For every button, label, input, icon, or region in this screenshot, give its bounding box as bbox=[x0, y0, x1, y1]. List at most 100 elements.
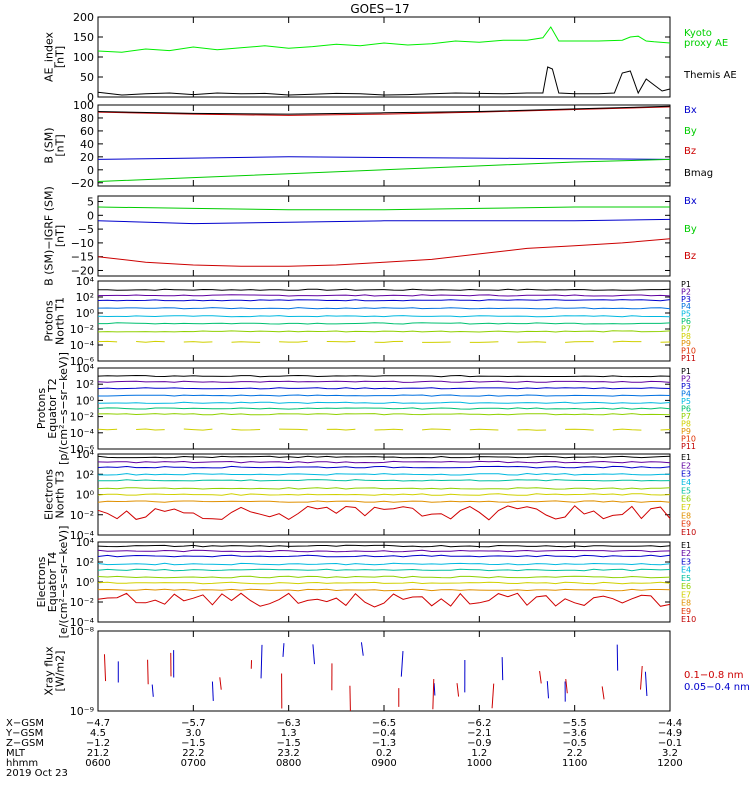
ephemeris-value: 3.2 bbox=[662, 748, 678, 759]
y-tick-label: 40 bbox=[80, 138, 94, 151]
legend-entry: E6 bbox=[681, 495, 691, 504]
legend-entry: P6 bbox=[681, 317, 691, 326]
series-bdiff-0 bbox=[97, 206, 670, 211]
series-p_n-6 bbox=[97, 330, 671, 333]
legend: 0.1−0.8 nm0.05−0.4 nm bbox=[684, 670, 750, 693]
legend-entry: E9 bbox=[681, 520, 691, 529]
legend-entry: P5 bbox=[681, 310, 691, 319]
y-tick-label: 60 bbox=[80, 125, 94, 138]
series-p_e-4 bbox=[97, 401, 671, 404]
y-tick-label: 150 bbox=[73, 31, 94, 44]
series-p_e-1 bbox=[97, 380, 671, 383]
legend-entry: E9 bbox=[681, 607, 691, 616]
legend-entry: E2 bbox=[681, 549, 691, 558]
series-line bbox=[97, 407, 671, 410]
series-ae-1 bbox=[97, 66, 671, 96]
ephemeris-value: 2.2 bbox=[567, 748, 583, 759]
series-bsm-1 bbox=[97, 158, 671, 182]
legend-entry: E5 bbox=[681, 574, 691, 583]
legend-entry: P6 bbox=[681, 405, 691, 414]
series-line bbox=[98, 322, 671, 325]
series-e_n-1 bbox=[97, 460, 671, 464]
y-tick-label: 0 bbox=[87, 91, 94, 104]
legend-entry: P2 bbox=[681, 287, 691, 296]
series-p_e-3 bbox=[98, 394, 671, 397]
y-axis-label: North T3 bbox=[54, 471, 67, 519]
ephemeris-row-label: Z−GSM bbox=[6, 738, 44, 749]
legend-entry: E1 bbox=[681, 541, 691, 550]
y-tick-label: 10⁻² bbox=[70, 509, 94, 522]
series-segment bbox=[260, 644, 263, 679]
panel-frame bbox=[97, 630, 671, 712]
y-tick-label: 10⁻⁴ bbox=[70, 339, 95, 352]
y-tick-label: 200 bbox=[73, 11, 94, 24]
legend-entry: P11 bbox=[681, 442, 696, 451]
y-tick-label: 10² bbox=[76, 291, 94, 304]
series-p_e-7 bbox=[97, 428, 671, 431]
series-segment bbox=[211, 681, 214, 701]
y-tick-label: 10² bbox=[76, 468, 94, 481]
series-line bbox=[97, 455, 671, 459]
series-xray-0 bbox=[117, 642, 648, 702]
series-ae-0 bbox=[97, 26, 671, 53]
legend-entry: P9 bbox=[681, 339, 691, 348]
y-tick-label: 10⁻⁶ bbox=[70, 443, 95, 456]
ephemeris-value: 23.2 bbox=[278, 748, 300, 759]
legend-entry: E8 bbox=[681, 511, 691, 520]
series-e_e-3 bbox=[97, 562, 671, 566]
series-e_n-5 bbox=[97, 487, 671, 490]
series-line bbox=[97, 288, 671, 291]
legend-entry: P8 bbox=[681, 332, 691, 341]
ephemeris-table: X−GSM −4.7 −5.7 −6.3 −6.5 −6.2 −5.5 −4.4 Y−GSM 4.… bbox=[5, 718, 683, 779]
series-line bbox=[97, 544, 671, 548]
legend-entry: E7 bbox=[681, 503, 691, 512]
y-axis-label: Electrons bbox=[35, 556, 48, 607]
legend-entry: proxy AE bbox=[684, 38, 728, 49]
legend-entry: E4 bbox=[681, 478, 691, 487]
series-line bbox=[97, 106, 671, 116]
series-line bbox=[97, 500, 671, 503]
y-axis-label: Equator T4 bbox=[46, 552, 59, 612]
series-p_e-6 bbox=[97, 413, 671, 416]
ephemeris-value: 1000 bbox=[467, 758, 492, 769]
series-segment bbox=[644, 671, 648, 697]
legend-entry: 0.05−0.4 nm bbox=[684, 682, 750, 693]
ephemeris-value: 1200 bbox=[657, 758, 682, 769]
series-line bbox=[97, 374, 671, 378]
legend-entry: E2 bbox=[681, 461, 691, 470]
ephemeris-value: −1.2 bbox=[86, 738, 110, 749]
series-line bbox=[97, 307, 671, 310]
ephemeris-value: 4.5 bbox=[90, 728, 106, 739]
series-segment bbox=[546, 681, 550, 699]
series-p_n-2 bbox=[97, 299, 671, 302]
series-line bbox=[98, 479, 671, 482]
ephemeris-value: 1.2 bbox=[471, 748, 487, 759]
y-tick-label: 100 bbox=[73, 99, 94, 112]
legend-entry: E7 bbox=[681, 590, 691, 599]
panel-frame bbox=[97, 280, 671, 362]
series-bdiff-1 bbox=[97, 218, 671, 225]
y-tick-label: 10⁰ bbox=[76, 394, 95, 407]
legend-entry: Bz bbox=[684, 146, 696, 157]
y-tick-label: 10⁻⁴ bbox=[70, 427, 95, 440]
series-e_e-8 bbox=[97, 592, 671, 608]
legend-entry: P7 bbox=[681, 324, 691, 333]
series-segment bbox=[400, 651, 404, 677]
series-p_e-2 bbox=[97, 387, 671, 390]
series-p_e-5 bbox=[97, 407, 671, 410]
y-tick-label: 10⁻⁸ bbox=[70, 625, 95, 638]
legend-entry: E1 bbox=[681, 453, 691, 462]
series-line bbox=[97, 238, 671, 267]
series-line bbox=[97, 460, 671, 464]
series-segment bbox=[601, 686, 605, 700]
y-axis-label: Protons bbox=[35, 388, 48, 429]
ephemeris-value: −0.9 bbox=[467, 738, 491, 749]
y-tick-label: 10⁻⁴ bbox=[70, 529, 95, 542]
y-tick-label: 10⁻⁶ bbox=[70, 355, 95, 368]
y-axis-label: [e/(cm²−s−sr−keV)] bbox=[57, 526, 70, 639]
y-axis-label: [nT] bbox=[54, 225, 67, 247]
